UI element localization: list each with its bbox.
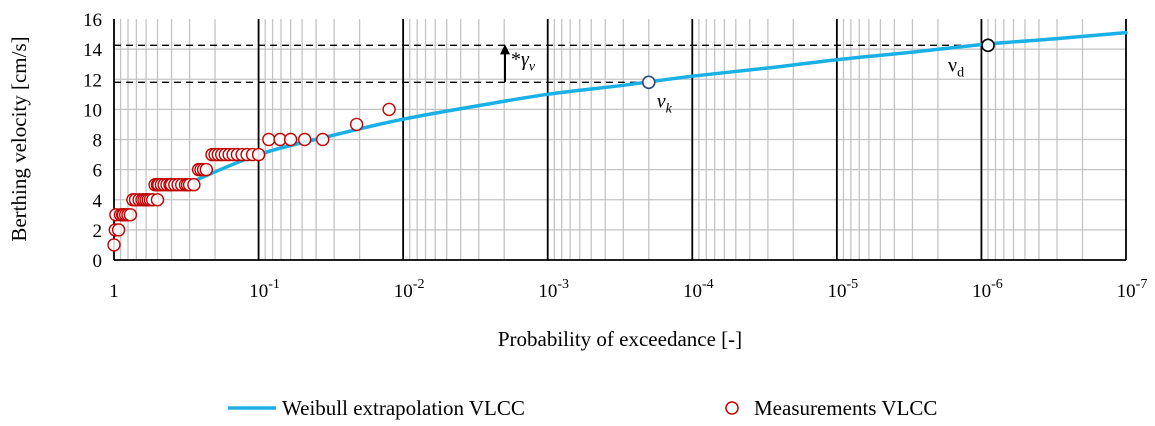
measurement-point [150, 193, 165, 207]
x-tick-labels: 1 10-1 10-2 10-3 10-4 10-5 10-6 10-7 [109, 277, 1147, 302]
special-point-label: νk [657, 90, 673, 116]
y-tick-label: 8 [93, 131, 103, 152]
legend-line-label: Weibull extrapolation VLCC [282, 396, 525, 420]
special-point-marker [981, 38, 995, 53]
measurement-point [283, 132, 298, 147]
y-tick-label: 12 [83, 70, 102, 91]
gamma-annotation: *γν [500, 44, 536, 83]
x-tick-label: 10-6 [972, 277, 1003, 302]
x-tick-label: 10-5 [828, 277, 859, 302]
y-tick-label: 0 [93, 251, 103, 272]
legend-marker-swatch [725, 401, 739, 415]
measurement-point [316, 132, 330, 147]
legend-marker-label: Measurements VLCC [754, 396, 937, 420]
measurement-point [123, 208, 138, 222]
x-tick-label: 10-4 [683, 277, 714, 302]
y-tick-label: 16 [83, 10, 102, 31]
measurement-point [111, 223, 126, 237]
y-tick-label: 6 [93, 161, 103, 182]
gamma-arrow-head [500, 44, 510, 55]
x-tick-label: 10-1 [249, 277, 280, 302]
y-tick-label: 4 [93, 191, 103, 212]
reference-lines [114, 44, 989, 83]
x-tick-label: 10-3 [538, 277, 569, 302]
major-gridlines [257, 19, 983, 260]
measurement-point [262, 132, 276, 147]
x-tick-label: 10-7 [1117, 277, 1148, 302]
legend: Weibull extrapolation VLCC Measurements … [228, 396, 937, 420]
y-tick-labels: 0 2 4 6 8 10 12 14 16 [83, 10, 103, 272]
gamma-label: *γν [511, 48, 536, 74]
y-tick-label: 14 [83, 40, 103, 61]
measurement-point [349, 117, 364, 132]
measurement-point [187, 177, 201, 192]
measurement-point [298, 132, 312, 147]
special-point-marker [641, 75, 656, 90]
measurement-point [199, 162, 214, 177]
x-tick-label: 10-2 [394, 277, 425, 302]
x-tick-label: 1 [109, 281, 119, 302]
y-axis-title: Berthing velocity [cm/s] [7, 36, 31, 241]
measurement-point [382, 102, 396, 117]
measurement-markers [107, 102, 396, 252]
special-points: νk νd [641, 38, 995, 116]
measurement-point [107, 238, 121, 252]
measurement-point [251, 147, 266, 162]
weibull-curve-line [183, 30, 1128, 187]
x-axis-title: Probability of exceedance [-] [498, 327, 742, 351]
y-tick-label: 2 [93, 221, 103, 242]
weibull-curve [183, 30, 1128, 187]
special-point-label: νd [948, 54, 964, 80]
y-tick-label: 10 [83, 100, 102, 121]
